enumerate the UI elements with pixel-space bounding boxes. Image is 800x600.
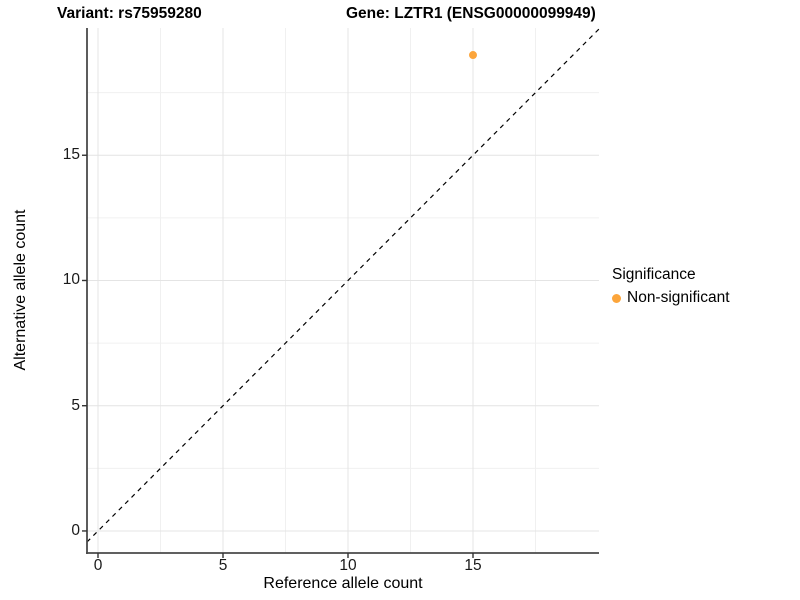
identity-dashed-line <box>86 28 600 543</box>
y-tick-label: 5 <box>71 396 80 414</box>
legend-item-label: Non-significant <box>627 289 730 306</box>
legend-title: Significance <box>612 266 696 283</box>
data-point <box>469 51 477 60</box>
x-tick-label: 15 <box>464 557 482 574</box>
x-axis-title: Reference allele count <box>263 575 423 592</box>
y-axis-title: Alternative allele count <box>12 209 29 371</box>
y-tick-label: 15 <box>62 146 80 164</box>
y-tick-label: 0 <box>71 521 80 539</box>
x-tick-label: 10 <box>339 557 357 574</box>
y-tick-label: 10 <box>62 271 80 289</box>
legend-item-non-significant: Non-significant <box>612 289 730 307</box>
legend-point-swatch-icon <box>612 293 621 303</box>
plot-title-gene: Gene: LZTR1 (ENSG00000099949) <box>346 5 596 22</box>
plot-title-variant: Variant: rs75959280 <box>57 5 202 22</box>
x-tick-label: 5 <box>218 557 228 574</box>
x-tick-label: 0 <box>93 557 103 574</box>
legend: Significance Non-significant <box>612 266 730 307</box>
